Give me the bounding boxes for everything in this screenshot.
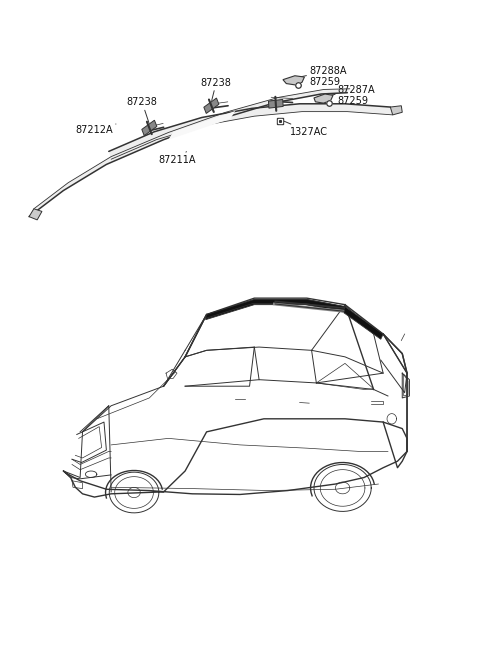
Polygon shape xyxy=(314,94,333,103)
Polygon shape xyxy=(205,299,345,318)
Polygon shape xyxy=(390,105,402,115)
Polygon shape xyxy=(29,89,350,217)
Text: 87212A: 87212A xyxy=(75,124,116,135)
Polygon shape xyxy=(205,299,383,339)
Polygon shape xyxy=(204,98,219,113)
Polygon shape xyxy=(168,111,235,140)
Polygon shape xyxy=(109,103,393,159)
Text: 87238: 87238 xyxy=(201,78,231,100)
Text: 87288A: 87288A xyxy=(298,66,347,77)
Text: 87259: 87259 xyxy=(338,96,369,105)
Text: 87287A: 87287A xyxy=(328,85,375,96)
Polygon shape xyxy=(283,76,304,85)
Polygon shape xyxy=(142,121,157,136)
Polygon shape xyxy=(29,209,42,220)
Text: 87259: 87259 xyxy=(309,77,340,86)
Polygon shape xyxy=(268,100,283,108)
Text: 1327AC: 1327AC xyxy=(283,121,328,137)
Text: 87211A: 87211A xyxy=(158,152,196,165)
Text: 87238: 87238 xyxy=(127,98,157,122)
